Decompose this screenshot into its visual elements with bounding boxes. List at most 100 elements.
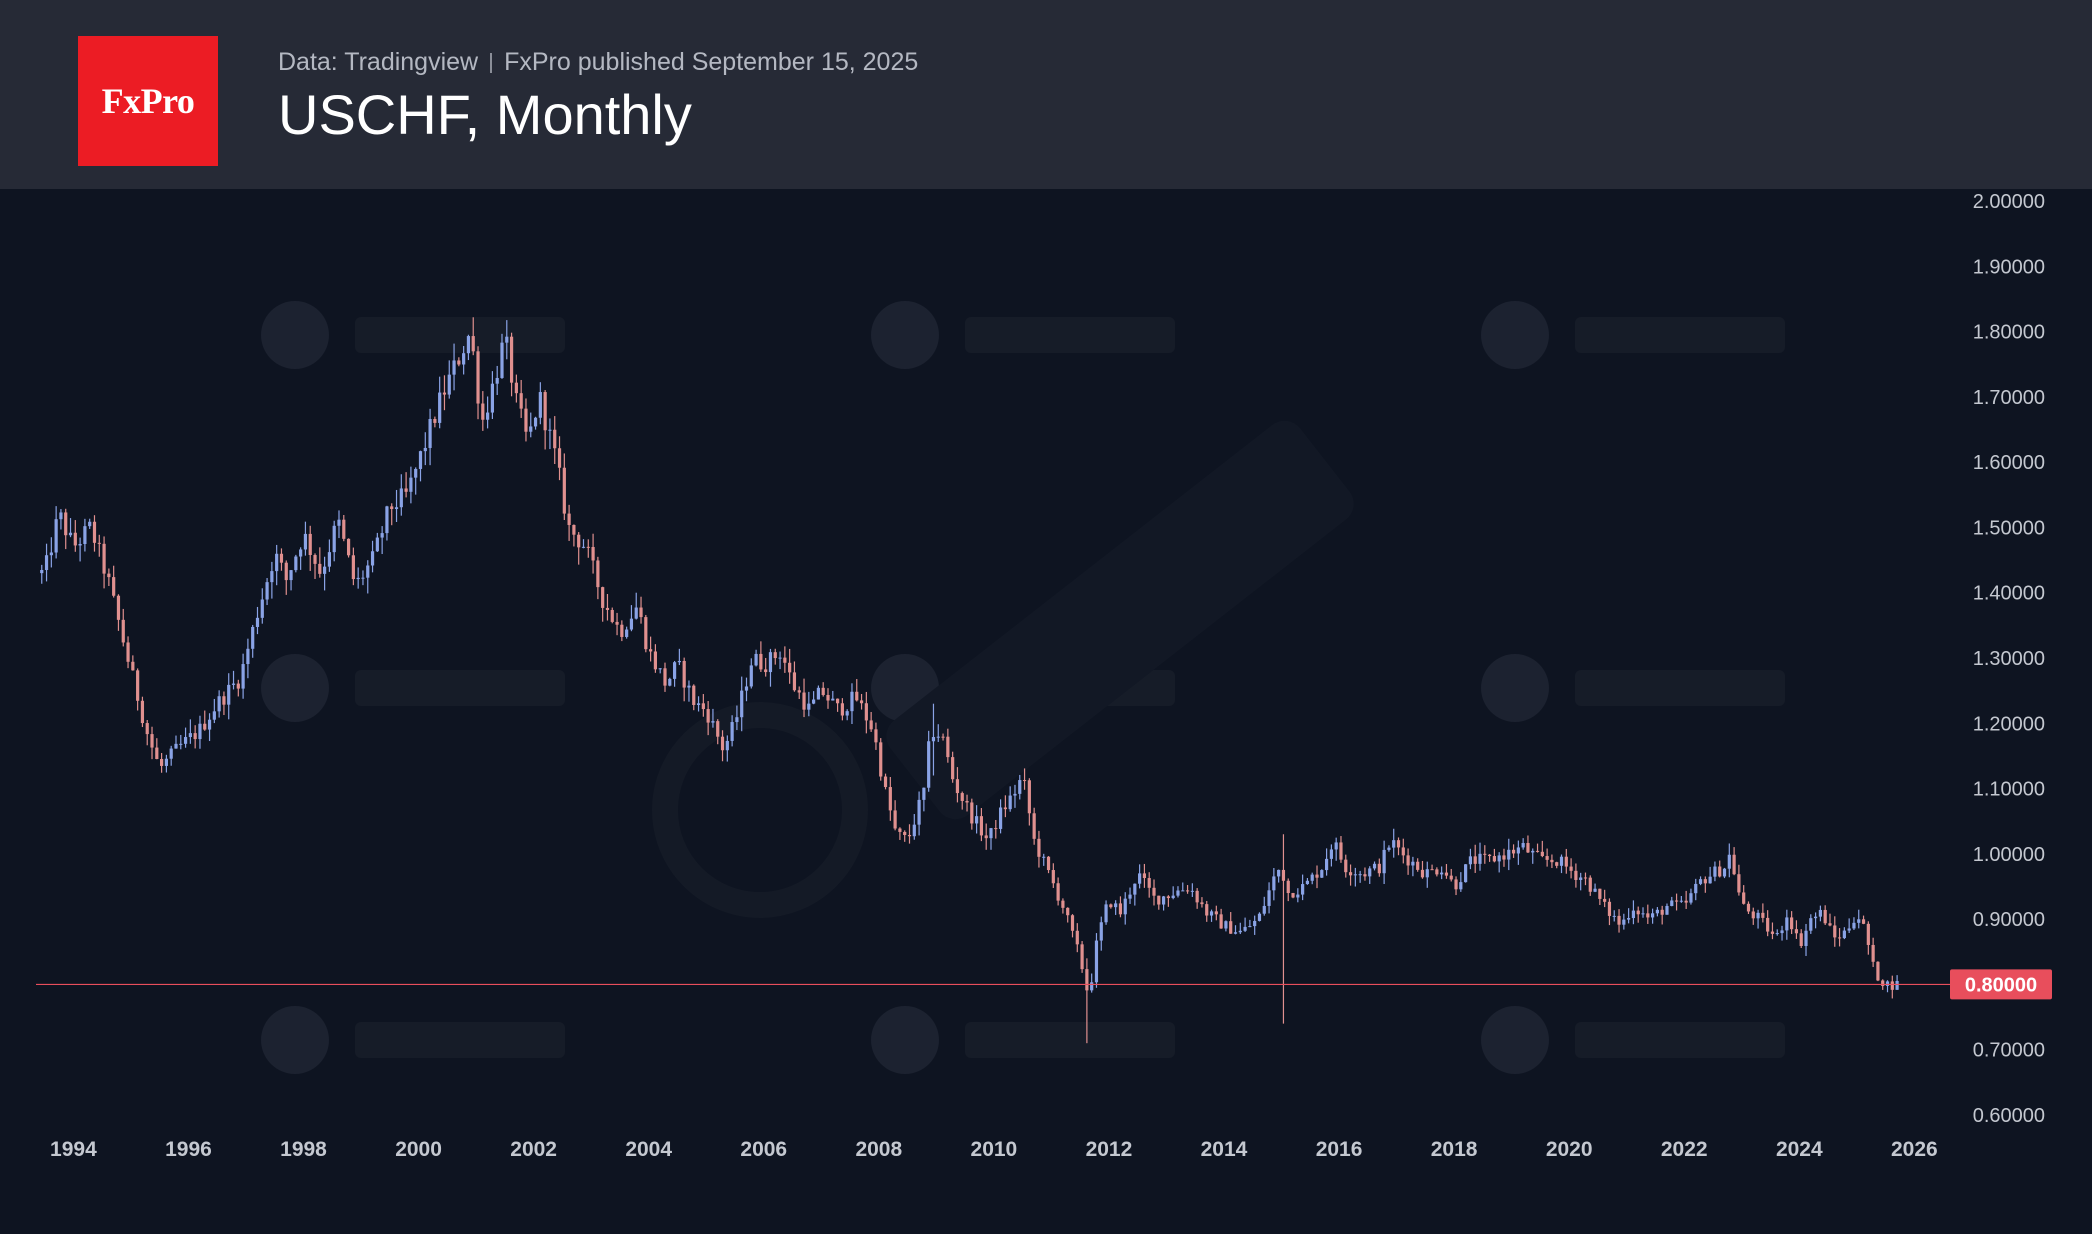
candle-body xyxy=(1200,902,1204,905)
candle-body xyxy=(989,828,993,839)
candle-body xyxy=(505,336,509,343)
candle xyxy=(1861,915,1866,925)
candle-body xyxy=(1487,854,1492,857)
candle-body xyxy=(342,519,346,539)
candle xyxy=(1085,958,1089,1044)
candle-body xyxy=(581,546,586,548)
candle xyxy=(553,416,557,465)
candle-body xyxy=(136,670,140,701)
candle xyxy=(572,524,576,547)
candle xyxy=(1118,896,1123,918)
candle xyxy=(486,396,490,429)
candle xyxy=(313,553,317,579)
candle xyxy=(164,754,169,773)
candle xyxy=(1363,867,1367,881)
candle-body xyxy=(1253,920,1257,927)
candle-body xyxy=(1061,900,1065,908)
candle xyxy=(1655,907,1659,917)
candle xyxy=(759,641,763,672)
candle xyxy=(658,668,662,674)
candle-body xyxy=(711,721,715,723)
candle xyxy=(83,518,87,552)
candle-body xyxy=(1320,870,1324,878)
candle-body xyxy=(308,533,312,556)
candle-body xyxy=(174,743,178,749)
candle-body xyxy=(323,566,327,574)
watermark-large xyxy=(652,420,1354,918)
candle xyxy=(140,696,145,728)
candle xyxy=(1238,922,1242,935)
candle xyxy=(1780,925,1784,941)
candle xyxy=(850,683,854,725)
candle xyxy=(1435,867,1439,877)
candle xyxy=(898,827,902,840)
candle-body xyxy=(1195,890,1199,903)
candle xyxy=(1526,835,1530,853)
candle xyxy=(625,626,629,639)
candle-body xyxy=(749,665,753,687)
candle xyxy=(399,474,403,516)
candle-body xyxy=(1780,930,1784,934)
candle xyxy=(562,453,566,520)
candle xyxy=(1037,830,1041,868)
y-tick-label: 1.00000 xyxy=(1973,844,2045,866)
candle-body xyxy=(1209,911,1214,916)
candle xyxy=(1094,933,1099,988)
candle-body xyxy=(572,524,576,535)
candle-body xyxy=(1104,904,1108,923)
candle xyxy=(773,648,777,665)
candle-body xyxy=(54,519,58,553)
candle-body xyxy=(294,556,298,571)
candle xyxy=(1214,905,1218,921)
candle-body xyxy=(490,383,495,413)
candle-body xyxy=(850,691,854,712)
candle-body xyxy=(869,720,873,730)
candle-body xyxy=(1775,933,1779,935)
candle xyxy=(567,504,571,541)
candle xyxy=(936,724,940,742)
candle xyxy=(1171,886,1175,900)
candle-body xyxy=(692,685,696,705)
candle xyxy=(294,554,298,573)
candle xyxy=(927,730,931,792)
candle xyxy=(303,521,308,556)
candle xyxy=(1008,786,1012,812)
candle-body xyxy=(1324,858,1329,871)
candle xyxy=(1339,836,1343,863)
candle-body xyxy=(768,652,773,673)
candle-body xyxy=(1559,856,1564,866)
candle-body xyxy=(1852,922,1856,929)
candle-body xyxy=(471,336,475,352)
candle-body xyxy=(663,668,667,686)
candle xyxy=(59,509,63,530)
candle xyxy=(1368,866,1372,884)
candle xyxy=(246,638,250,679)
candle-body xyxy=(495,377,499,384)
candle-body xyxy=(562,467,566,514)
y-tick-label: 1.90000 xyxy=(1973,256,2045,278)
watermark-large-emblem-icon xyxy=(652,702,868,918)
candle xyxy=(1694,878,1698,901)
candle-body xyxy=(577,534,581,548)
candle-body xyxy=(1272,876,1276,891)
candle-body xyxy=(1722,868,1727,877)
candle xyxy=(462,345,466,375)
candle-body xyxy=(1593,888,1597,892)
candle xyxy=(548,418,552,450)
candle-body xyxy=(1267,890,1271,906)
watermark-bar xyxy=(965,1022,1175,1058)
candle-body xyxy=(217,696,221,712)
candle-body xyxy=(1507,849,1511,860)
candle xyxy=(505,320,509,360)
y-tick-label: 1.40000 xyxy=(1973,583,2045,605)
candle xyxy=(653,644,658,673)
candle xyxy=(509,332,514,397)
candle xyxy=(605,593,610,621)
candle xyxy=(644,614,648,653)
watermark-emblem-icon xyxy=(871,301,939,369)
candle xyxy=(1598,888,1602,905)
candle xyxy=(1123,892,1127,925)
candle xyxy=(308,525,312,571)
candle-body xyxy=(979,816,984,836)
